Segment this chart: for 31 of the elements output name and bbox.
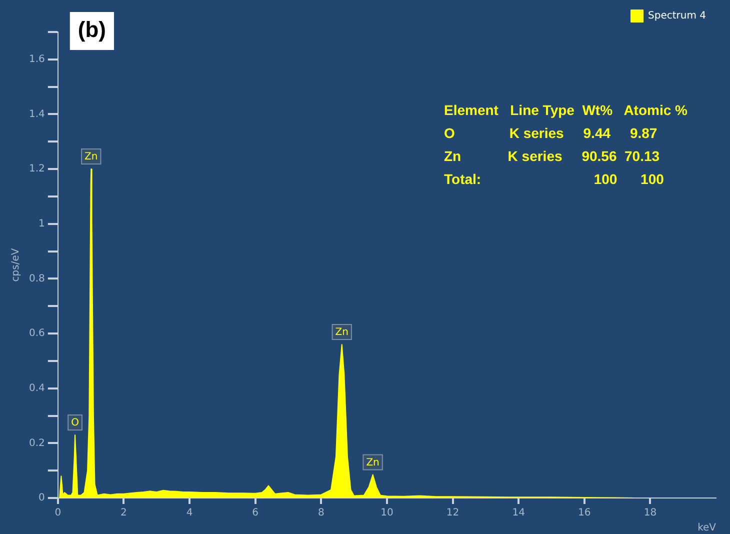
annotation: Element Line Type Wt% Atomic % [444,102,688,118]
annotation: Zn [84,152,98,163]
x-tick-label: 10 [380,508,394,519]
y-tick-label: 1 [38,218,45,230]
annotation: O K series 9.44 9.87 [444,124,658,141]
x-tick-label: 16 [578,508,591,519]
x-tick-label: 0 [54,508,62,519]
annotation: (b) [78,17,106,42]
x-tick-label: 4 [186,508,193,519]
x-tick-label: 12 [446,508,460,519]
y-tick-label: 0.8 [28,273,45,284]
y-tick-label: 1.4 [28,108,45,120]
y-tick-label: 0.6 [28,328,45,340]
annotation: Zn [335,327,348,338]
y-axis-title: cps/eV [10,248,22,282]
x-tick-label: 14 [512,508,525,519]
annotation: Zn [366,457,380,468]
x-tick-label: 8 [318,508,324,519]
x-tick-label: 18 [644,508,657,519]
y-tick-label: 0.4 [28,382,45,394]
annotation: O [71,418,80,429]
legend-label: Spectrum 4 [648,10,706,22]
annotation: Total: 100 100 [444,170,664,187]
x-axis-title: keV [698,522,716,534]
y-tick-label: 1.2 [28,164,45,175]
y-tick-label: 0 [38,492,45,504]
y-tick-label: 1.6 [28,54,45,66]
annotation: Zn K series 90.56 70.13 [444,148,660,164]
y-tick-label: 0.2 [28,438,45,449]
x-tick-label: 2 [120,508,127,519]
x-tick-label: 6 [252,508,259,519]
